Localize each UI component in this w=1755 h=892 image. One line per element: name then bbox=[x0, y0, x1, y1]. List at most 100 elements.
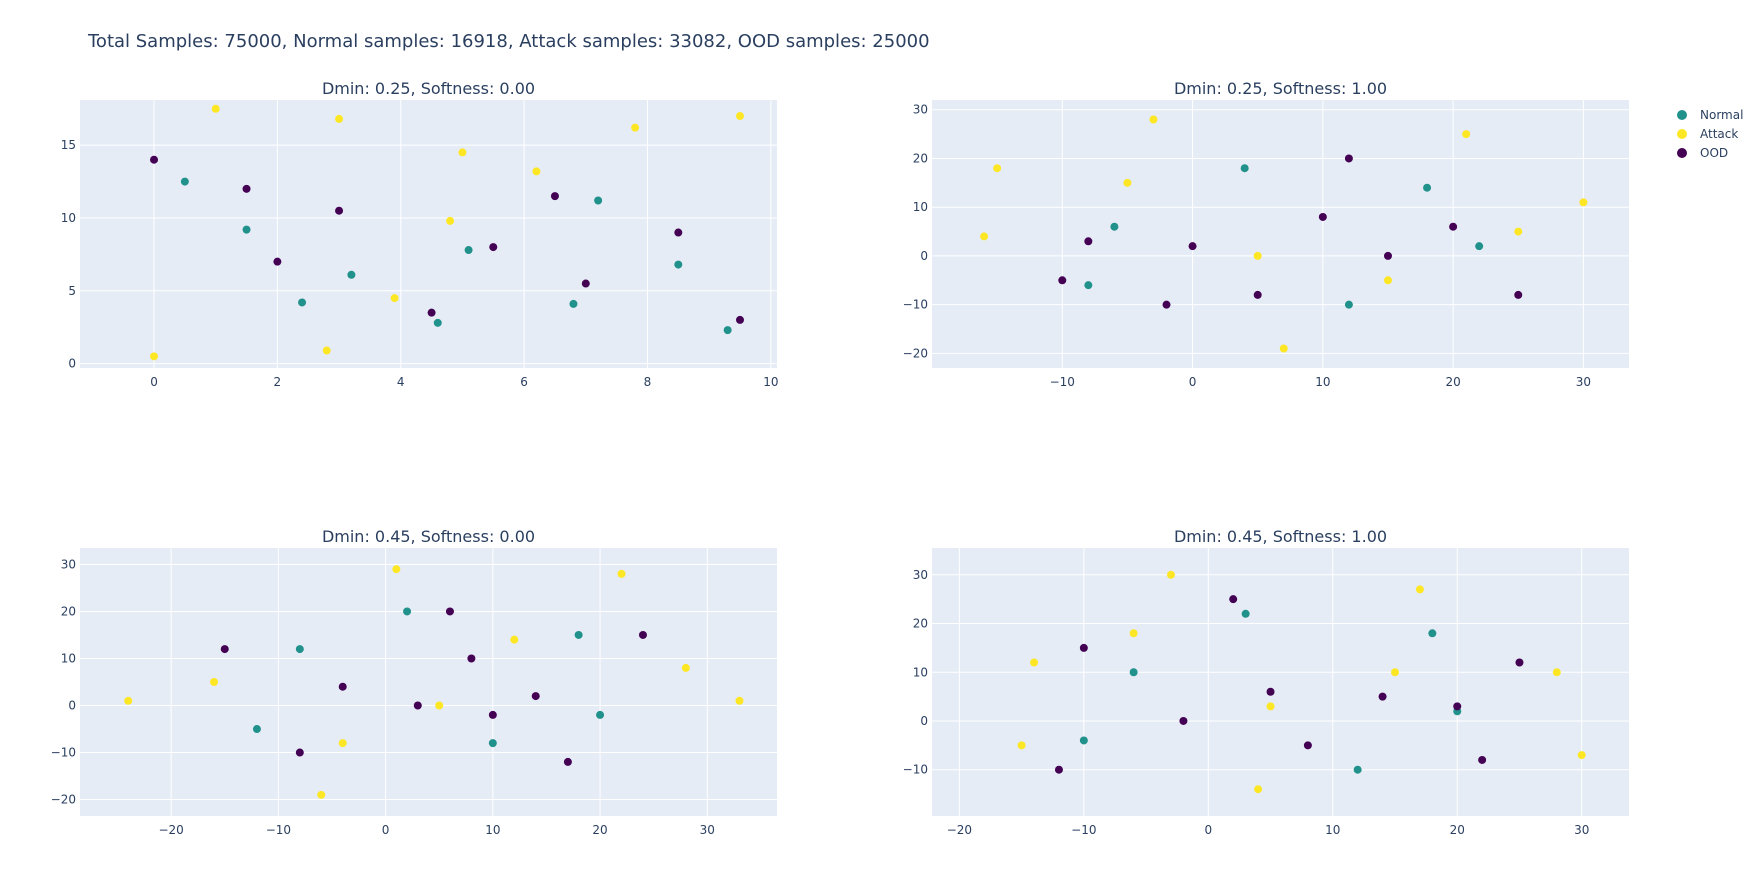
point-normal[interactable] bbox=[1079, 736, 1088, 745]
point-ood[interactable] bbox=[1344, 154, 1353, 163]
point-normal[interactable] bbox=[674, 260, 683, 269]
plot-area[interactable] bbox=[80, 100, 777, 368]
point-ood[interactable] bbox=[1515, 658, 1524, 667]
point-ood[interactable] bbox=[1058, 276, 1067, 285]
point-attack[interactable] bbox=[150, 352, 159, 361]
point-attack[interactable] bbox=[1391, 668, 1400, 677]
point-ood[interactable] bbox=[413, 701, 422, 710]
point-normal[interactable] bbox=[1240, 164, 1249, 173]
point-attack[interactable] bbox=[458, 148, 467, 157]
point-attack[interactable] bbox=[210, 678, 219, 686]
point-ood[interactable] bbox=[1478, 755, 1487, 764]
point-normal[interactable] bbox=[298, 298, 307, 307]
point-attack[interactable] bbox=[1266, 702, 1275, 711]
point-ood[interactable] bbox=[1084, 237, 1093, 246]
point-ood[interactable] bbox=[445, 607, 454, 616]
point-normal[interactable] bbox=[596, 710, 605, 719]
point-attack[interactable] bbox=[338, 739, 347, 748]
point-attack[interactable] bbox=[993, 164, 1002, 173]
point-normal[interactable] bbox=[295, 645, 304, 654]
point-normal[interactable] bbox=[433, 318, 442, 327]
point-normal[interactable] bbox=[403, 607, 412, 616]
point-attack[interactable] bbox=[1383, 276, 1392, 285]
point-normal[interactable] bbox=[1241, 609, 1250, 618]
point-attack[interactable] bbox=[1166, 570, 1175, 579]
plot-area[interactable] bbox=[932, 548, 1629, 816]
point-normal[interactable] bbox=[1428, 629, 1437, 638]
point-attack[interactable] bbox=[1123, 178, 1132, 187]
point-normal[interactable] bbox=[1344, 300, 1353, 309]
point-ood[interactable] bbox=[1318, 212, 1327, 221]
point-ood[interactable] bbox=[1079, 643, 1088, 652]
point-attack[interactable] bbox=[980, 232, 989, 241]
point-attack[interactable] bbox=[435, 701, 444, 710]
point-attack[interactable] bbox=[322, 346, 331, 355]
point-attack[interactable] bbox=[735, 696, 744, 705]
point-attack[interactable] bbox=[317, 790, 326, 799]
point-ood[interactable] bbox=[1266, 687, 1275, 696]
point-attack[interactable] bbox=[510, 635, 519, 644]
point-ood[interactable] bbox=[489, 243, 498, 252]
point-normal[interactable] bbox=[1129, 668, 1138, 677]
point-attack[interactable] bbox=[1149, 115, 1158, 124]
point-normal[interactable] bbox=[242, 225, 251, 234]
point-normal[interactable] bbox=[1475, 242, 1484, 251]
point-attack[interactable] bbox=[1129, 629, 1138, 638]
point-attack[interactable] bbox=[392, 565, 401, 574]
point-attack[interactable] bbox=[735, 112, 744, 121]
point-normal[interactable] bbox=[723, 326, 732, 335]
legend[interactable]: Normal Attack OOD bbox=[1677, 108, 1743, 160]
point-ood[interactable] bbox=[1383, 251, 1392, 260]
point-ood[interactable] bbox=[581, 279, 590, 288]
point-ood[interactable] bbox=[467, 654, 476, 663]
point-normal[interactable] bbox=[488, 739, 497, 748]
point-ood[interactable] bbox=[1449, 222, 1458, 231]
point-normal[interactable] bbox=[1353, 765, 1362, 774]
point-attack[interactable] bbox=[617, 569, 626, 578]
point-ood[interactable] bbox=[150, 155, 159, 164]
point-attack[interactable] bbox=[1514, 227, 1523, 236]
point-ood[interactable] bbox=[735, 315, 744, 324]
point-attack[interactable] bbox=[1579, 198, 1588, 207]
point-normal[interactable] bbox=[180, 177, 189, 186]
point-ood[interactable] bbox=[1162, 300, 1171, 309]
point-attack[interactable] bbox=[1030, 658, 1039, 667]
point-attack[interactable] bbox=[1279, 344, 1288, 353]
legend-item-normal[interactable]: Normal bbox=[1677, 108, 1743, 122]
point-ood[interactable] bbox=[1514, 290, 1523, 299]
point-attack[interactable] bbox=[1577, 751, 1586, 760]
point-normal[interactable] bbox=[464, 246, 473, 255]
point-ood[interactable] bbox=[488, 710, 497, 719]
point-normal[interactable] bbox=[594, 196, 603, 205]
point-attack[interactable] bbox=[1254, 785, 1263, 794]
point-normal[interactable] bbox=[1110, 222, 1119, 231]
point-ood[interactable] bbox=[427, 308, 436, 317]
point-ood[interactable] bbox=[220, 645, 229, 654]
point-ood[interactable] bbox=[1229, 595, 1238, 604]
point-attack[interactable] bbox=[532, 167, 541, 176]
point-normal[interactable] bbox=[1084, 281, 1093, 290]
plot-area[interactable] bbox=[80, 548, 777, 816]
point-attack[interactable] bbox=[446, 216, 455, 225]
point-attack[interactable] bbox=[1253, 251, 1262, 260]
point-ood[interactable] bbox=[1179, 716, 1188, 725]
point-ood[interactable] bbox=[674, 228, 683, 237]
point-ood[interactable] bbox=[242, 184, 251, 193]
point-attack[interactable] bbox=[1017, 741, 1026, 750]
point-ood[interactable] bbox=[1253, 290, 1262, 299]
point-ood[interactable] bbox=[531, 692, 540, 701]
point-ood[interactable] bbox=[335, 206, 344, 215]
point-ood[interactable] bbox=[550, 192, 559, 201]
point-attack[interactable] bbox=[681, 663, 690, 672]
point-attack[interactable] bbox=[335, 114, 344, 123]
point-attack[interactable] bbox=[1415, 585, 1424, 594]
point-normal[interactable] bbox=[252, 725, 261, 734]
point-ood[interactable] bbox=[1453, 702, 1462, 711]
point-attack[interactable] bbox=[211, 104, 220, 113]
point-attack[interactable] bbox=[390, 294, 399, 303]
point-normal[interactable] bbox=[347, 270, 356, 279]
point-attack[interactable] bbox=[1552, 668, 1561, 677]
point-ood[interactable] bbox=[273, 257, 282, 266]
legend-item-attack[interactable]: Attack bbox=[1677, 127, 1738, 141]
point-attack[interactable] bbox=[124, 696, 133, 705]
